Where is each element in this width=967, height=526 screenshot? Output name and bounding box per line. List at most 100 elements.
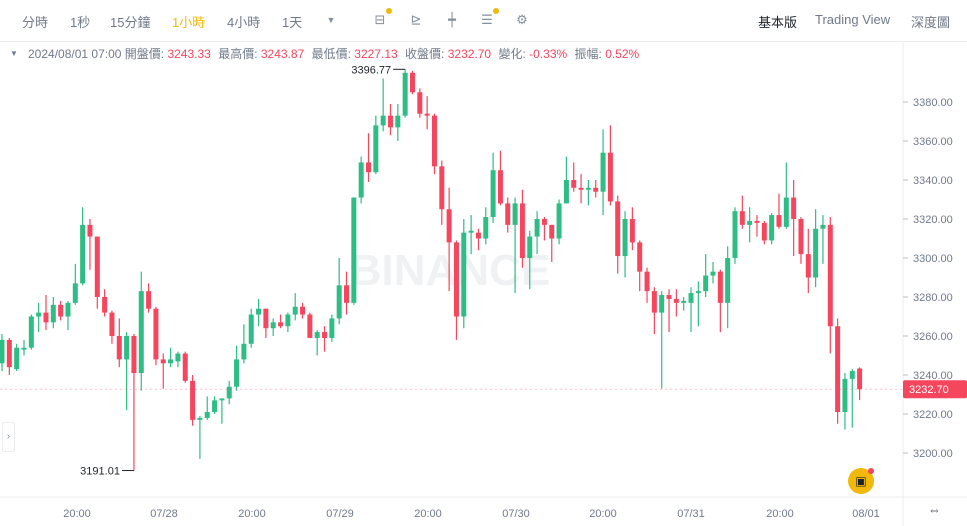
candle-time: 2024/08/01 07:00 [28,47,122,61]
candle-body [80,224,86,284]
candle [512,197,518,294]
draw-line-icon[interactable]: ⊵ [410,12,422,27]
candle [358,156,364,204]
candle [681,297,687,311]
candle [263,308,269,338]
candle-body [197,417,203,420]
interval-tab-time[interactable]: 分時 [22,15,49,30]
candle [344,271,350,315]
candle [571,162,577,192]
collapse-info-icon[interactable]: ▼ [10,49,18,58]
change-label: 變化: [498,47,526,61]
candle-body [791,197,797,219]
candle-body [585,187,591,190]
candle [248,308,254,348]
candle-body [519,203,525,258]
candle-body [278,322,284,327]
settings-layers-icon[interactable]: ☰ [479,8,499,28]
gear-icon[interactable]: ⚙ [516,12,528,27]
candle [483,207,489,245]
candle-type-icon[interactable]: ┿ [448,12,456,27]
candle-body [446,209,452,243]
candle [453,240,459,340]
y-tick-label: 3380.00 [913,97,953,109]
view-tab-basic[interactable]: 基本版 [758,15,798,30]
candle [402,69,408,118]
candle-body [182,353,188,381]
candle-body [6,339,12,368]
open-label: 開盤價: [124,47,165,61]
interval-tab-15m[interactable]: 15分鐘 [110,15,151,30]
candle-body [322,332,328,338]
ohlc-info-bar: 2024/08/01 07:00 開盤價: 3243.33 最高價: 3243.… [28,47,643,61]
candle [380,78,386,132]
candle-body [124,336,130,360]
interval-tab-1d[interactable]: 1天 [282,15,303,30]
caret-down-icon[interactable]: ▼ [326,15,336,25]
last-price-badge [903,380,967,399]
low-label: 最低價: [311,47,351,61]
candle-body [842,378,848,413]
candle-body [527,236,533,258]
candle [593,180,599,198]
candle [336,258,342,325]
candle-body [58,304,64,317]
candle-body [116,336,122,360]
candle [131,334,137,471]
candle-body [241,343,247,360]
candle-body [28,316,34,348]
expand-panel-button[interactable]: › [2,422,15,452]
interval-tab-4h[interactable]: 4小時 [227,15,261,30]
candle [285,312,291,333]
candle [644,267,650,303]
candle [798,217,804,264]
candle [21,339,27,356]
interval-tab-1h[interactable]: 1小時 [172,15,206,30]
candle-body [651,291,657,313]
candle-body [387,115,393,128]
candle [278,314,284,329]
calendar-indicator-icon[interactable]: ⊟ [372,8,392,28]
candle [387,103,393,136]
floating-action-button[interactable]: ▣ [848,468,874,494]
candle-body [600,152,606,192]
y-tick-label: 3220.00 [913,409,953,421]
view-tab-tradingview[interactable]: Trading View [815,12,891,27]
min-price-label: 3191.01 [80,466,120,478]
candle-body [102,297,108,313]
candle-body [710,271,716,276]
candle-body [468,230,474,233]
candle-body [43,312,49,323]
open-value: 3243.33 [167,47,211,61]
max-price-label: 3396.77 [351,64,391,76]
candle-body [72,283,78,303]
candle [747,207,753,243]
interval-tab-1s[interactable]: 1秒 [70,15,91,30]
candle-body [754,220,760,223]
candle-body [65,302,71,317]
candle [739,195,745,229]
candle-body [644,271,650,292]
candle [14,343,20,372]
axis-settings-icon[interactable]: ⇔ [928,502,941,517]
low-value: 3227.13 [354,47,398,61]
candle [109,310,115,344]
candle [578,174,584,204]
change-value: -0.33% [529,47,568,61]
candle [190,375,196,426]
candle-body [622,219,628,257]
candle-body [769,215,775,241]
candle-body [21,347,27,350]
x-tick-label: 20:00 [238,508,266,520]
y-tick-label: 3280.00 [913,292,953,304]
y-tick-label: 3200.00 [913,448,953,460]
candle [424,96,430,130]
view-tab-depth[interactable]: 深度圖 [911,15,951,30]
watermark: BINANCE [350,246,550,295]
candle-body [439,166,445,210]
candle [366,133,371,182]
x-tick-label: 07/29 [326,508,354,520]
candle [0,334,5,372]
candle-body [813,228,819,278]
